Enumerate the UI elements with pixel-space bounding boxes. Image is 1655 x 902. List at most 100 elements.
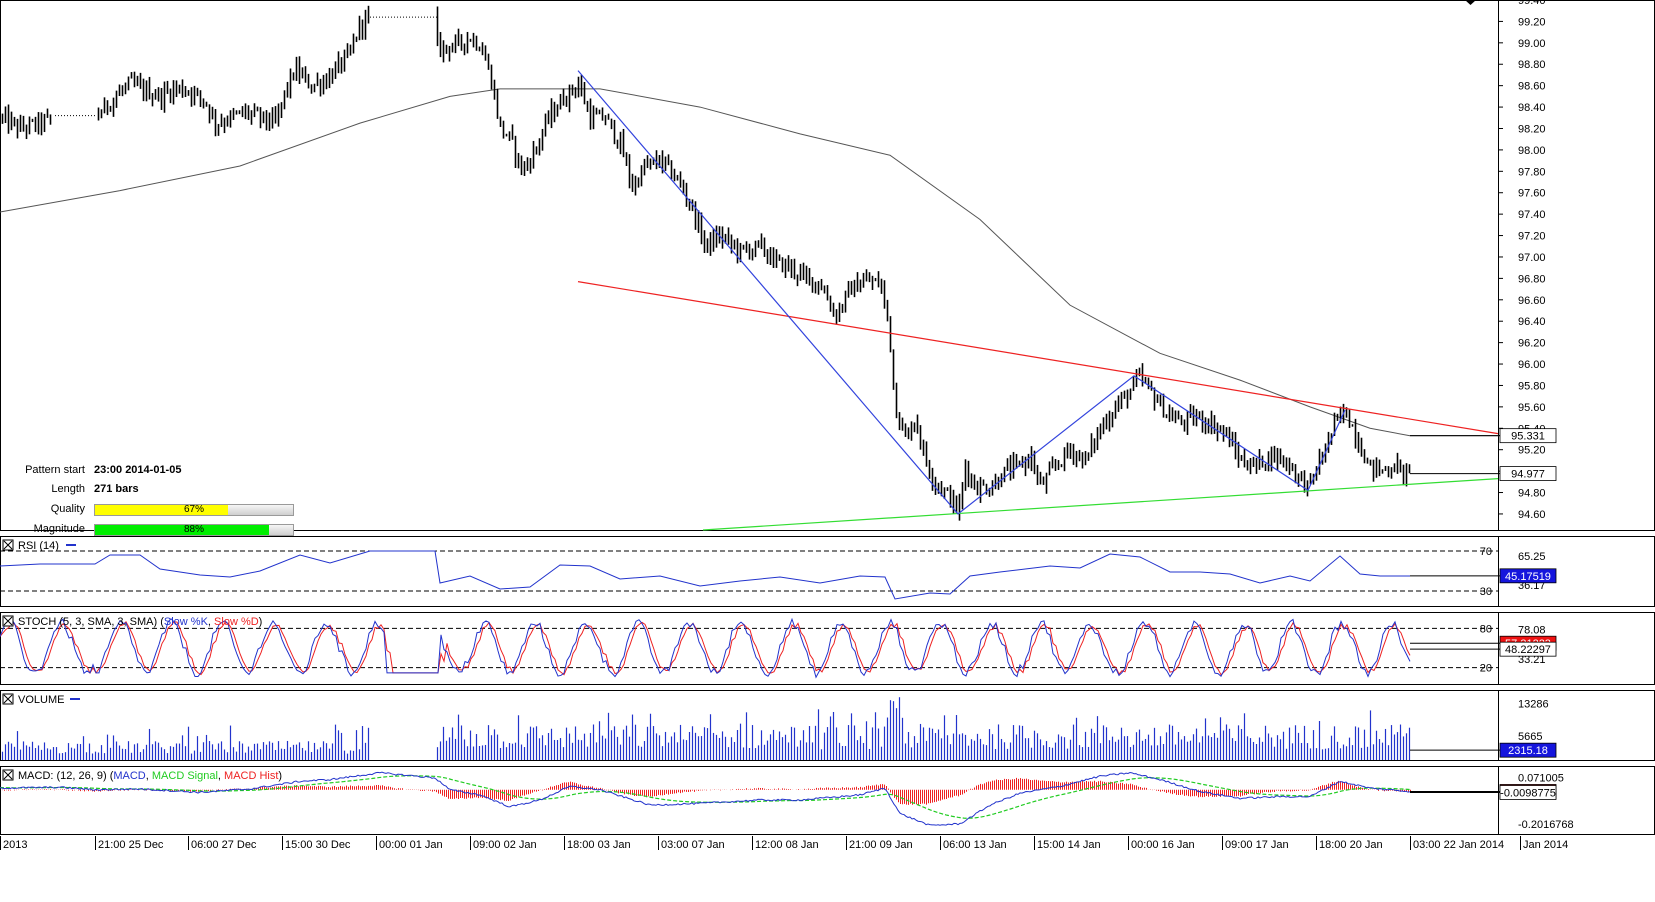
stoch-title-part: STOCH (5, 3, SMA, 3, SMA) (	[18, 616, 164, 628]
magnitude-label: Magnitude	[33, 523, 85, 535]
pattern-start-row: Pattern start 23:00 2014-01-05	[0, 464, 300, 482]
price-badge-text: 94.977	[1511, 469, 1545, 481]
rsi-y-label: 65.25	[1518, 551, 1546, 563]
price-tick-label: 99.00	[1518, 38, 1546, 50]
stoch-d-line	[0, 619, 1411, 676]
x-tick-label: 09:00 17 Jan	[1225, 839, 1289, 851]
x-tick-label: 00:00 01 Jan	[379, 839, 443, 851]
stoch-title-part: )	[259, 616, 263, 628]
price-badge-text: 95.331	[1511, 431, 1545, 443]
quality-row: Quality 67%	[0, 503, 300, 521]
price-tick-label: 98.40	[1518, 102, 1546, 114]
x-tick-label: 06:00 13 Jan	[943, 839, 1007, 851]
x-tick-label: 21:00 09 Jan	[849, 839, 913, 851]
rsi-y-label: 70	[1480, 546, 1492, 558]
x-tick-label: Jan 2014	[1523, 839, 1568, 851]
price-tick-label: 95.80	[1518, 380, 1546, 392]
pattern-info-panel: Pattern start 23:00 2014-01-05 Length 27…	[0, 464, 300, 564]
quality-bar: 67%	[94, 504, 294, 516]
panel-frames	[0, 0, 1655, 835]
price-tick-label: 99.40	[1518, 0, 1546, 7]
stoch-badge	[1499, 641, 1557, 657]
x-tick-label: 06:00 27 Dec	[191, 839, 257, 851]
macd-badge-text: -0.0098775	[1500, 788, 1556, 800]
rsi-y-label: 30	[1480, 586, 1492, 598]
price-tick-label: 97.40	[1518, 209, 1546, 221]
macd-title-part: MACD: (12, 26, 9) (	[18, 770, 114, 782]
price-tick-label: 95.60	[1518, 402, 1546, 414]
price-tick-label: 95.20	[1518, 445, 1546, 457]
price-tick-label: 98.00	[1518, 145, 1546, 157]
price-badge	[1499, 466, 1557, 481]
price-tick-label: 94.60	[1518, 509, 1546, 521]
x-tick-label: 03:00 07 Jan	[661, 839, 725, 851]
quality-bar-fill	[95, 505, 228, 515]
sma-line	[0, 88, 1500, 437]
stoch-k-line	[0, 617, 1411, 679]
length-label: Length	[51, 483, 85, 495]
macd-title-part: MACD Hist	[224, 770, 278, 782]
stoch-badge-text: 48.22297	[1505, 644, 1551, 656]
stoch-y-label: 33.21	[1518, 654, 1546, 666]
vol-title: VOLUME	[18, 694, 64, 706]
x-tick-label: 15:00 14 Jan	[1037, 839, 1101, 851]
x-tick-label: 21:00 25 Dec	[98, 839, 164, 851]
macd-close-icon-x	[3, 770, 13, 780]
macd-signal-line	[0, 775, 1411, 819]
price-bars	[1, 5, 1411, 521]
macd-title-part: )	[278, 770, 282, 782]
x-tick-label: 15:00 30 Dec	[285, 839, 351, 851]
macd-line	[0, 771, 1411, 826]
price-tick-label: 97.20	[1518, 231, 1546, 243]
support-line	[702, 478, 1499, 531]
stoch-y-label: 80	[1480, 623, 1492, 635]
x-tick-label: 18:00 03 Jan	[567, 839, 631, 851]
panel-border-price	[0, 0, 1655, 531]
rsi-close-icon-x	[3, 540, 13, 550]
price-tick-label: 96.20	[1518, 338, 1546, 350]
macd-title-part: MACD Signal	[152, 770, 218, 782]
macd-title-part: ,	[218, 770, 224, 782]
price-tick-label: 94.80	[1518, 488, 1546, 500]
price-tick-label: 98.80	[1518, 59, 1546, 71]
trend-zigzag	[577, 70, 1346, 515]
x-tick-label: 00:00 16 Jan	[1131, 839, 1195, 851]
stoch-title: STOCH (5, 3, SMA, 3, SMA) (Slow %K, Slow…	[18, 616, 262, 628]
price-tick-label: 97.60	[1518, 188, 1546, 200]
price-tick-label: 98.60	[1518, 81, 1546, 93]
length-row: Length 271 bars	[0, 483, 300, 501]
price-tick-label: 96.60	[1518, 295, 1546, 307]
price-tick-label: 96.80	[1518, 273, 1546, 285]
vol-close-icon-x	[3, 694, 13, 704]
price-tick-label: 97.00	[1518, 252, 1546, 264]
scroll-marker	[1465, 0, 1476, 5]
volume-badge	[1499, 742, 1557, 758]
rsi-badge	[1499, 568, 1557, 584]
x-tick-label: 09:00 02 Jan	[473, 839, 537, 851]
stoch-title-part: Slow %D	[214, 616, 259, 628]
magnitude-bar-fill	[95, 525, 270, 535]
rsi-line	[0, 550, 1410, 600]
stoch-y-label: 78.08	[1518, 625, 1546, 637]
price-badge	[1499, 428, 1557, 444]
quality-value: 67%	[183, 504, 204, 515]
price-tick-label: 96.00	[1518, 359, 1546, 371]
price-tick-label: 97.80	[1518, 166, 1546, 178]
pattern-start-value: 23:00 2014-01-05	[94, 464, 182, 476]
stoch-y-label: 20	[1480, 663, 1492, 675]
price-panel: 99.40 99.20 99.00 98.80 98.60 98.40 98.20 98.00…	[0, 0, 1557, 531]
x-axis: 2013 21:00 25 Dec 06:00 27 Dec 15:00 30 Dec…	[0, 836, 1568, 851]
x-tick-label: 2013	[3, 839, 27, 851]
volume-panel: 13286 5665 2315.18	[1, 697, 1557, 760]
macd-y-label: 0.071005	[1518, 773, 1564, 785]
macd-title-part: MACD	[113, 770, 145, 782]
x-tick-label: 12:00 08 Jan	[755, 839, 819, 851]
rsi-badge-text: 45.17519	[1505, 571, 1551, 583]
stoch-close-icon-x	[3, 616, 13, 626]
price-tick-label: 96.40	[1518, 316, 1546, 328]
pattern-start-label: Pattern start	[25, 464, 85, 476]
